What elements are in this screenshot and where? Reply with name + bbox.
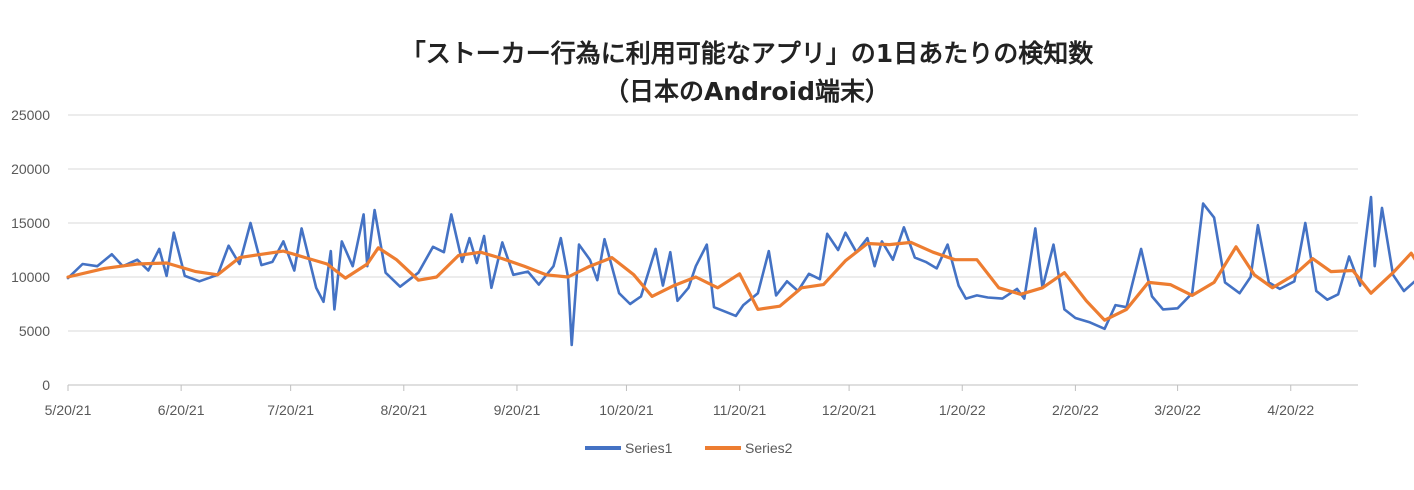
chart-title: 「ストーカー行為に利用可能なアプリ」の1日あたりの検知数 <box>400 39 1094 68</box>
chart-subtitle: （日本のAndroid端末） <box>603 77 890 106</box>
legend-label: Series2 <box>745 440 793 456</box>
series-line-series1 <box>66 195 1414 347</box>
y-tick-label: 15000 <box>11 215 50 231</box>
x-tick-label: 10/20/21 <box>599 402 654 418</box>
y-tick-label: 0 <box>42 377 50 393</box>
x-tick-label: 2/20/22 <box>1052 402 1099 418</box>
x-tick-label: 12/20/21 <box>822 402 877 418</box>
x-tick-label: 8/20/21 <box>380 402 427 418</box>
series-line-series2 <box>66 240 1414 322</box>
y-tick-label: 5000 <box>19 323 50 339</box>
x-tick-label: 4/20/22 <box>1267 402 1314 418</box>
legend-label: Series1 <box>625 440 673 456</box>
x-tick-label: 3/20/22 <box>1154 402 1201 418</box>
x-tick-label: 5/20/21 <box>45 402 92 418</box>
x-tick-label: 1/20/22 <box>939 402 986 418</box>
x-tick-label: 7/20/21 <box>267 402 314 418</box>
y-tick-label: 25000 <box>11 107 50 123</box>
legend-item-series2: Series2 <box>705 440 793 456</box>
y-tick-label: 20000 <box>11 161 50 177</box>
legend-item-series1: Series1 <box>585 440 673 456</box>
x-tick-label: 9/20/21 <box>494 402 541 418</box>
y-tick-label: 10000 <box>11 269 50 285</box>
x-tick-label: 11/20/21 <box>713 402 767 418</box>
x-tick-label: 6/20/21 <box>158 402 205 418</box>
